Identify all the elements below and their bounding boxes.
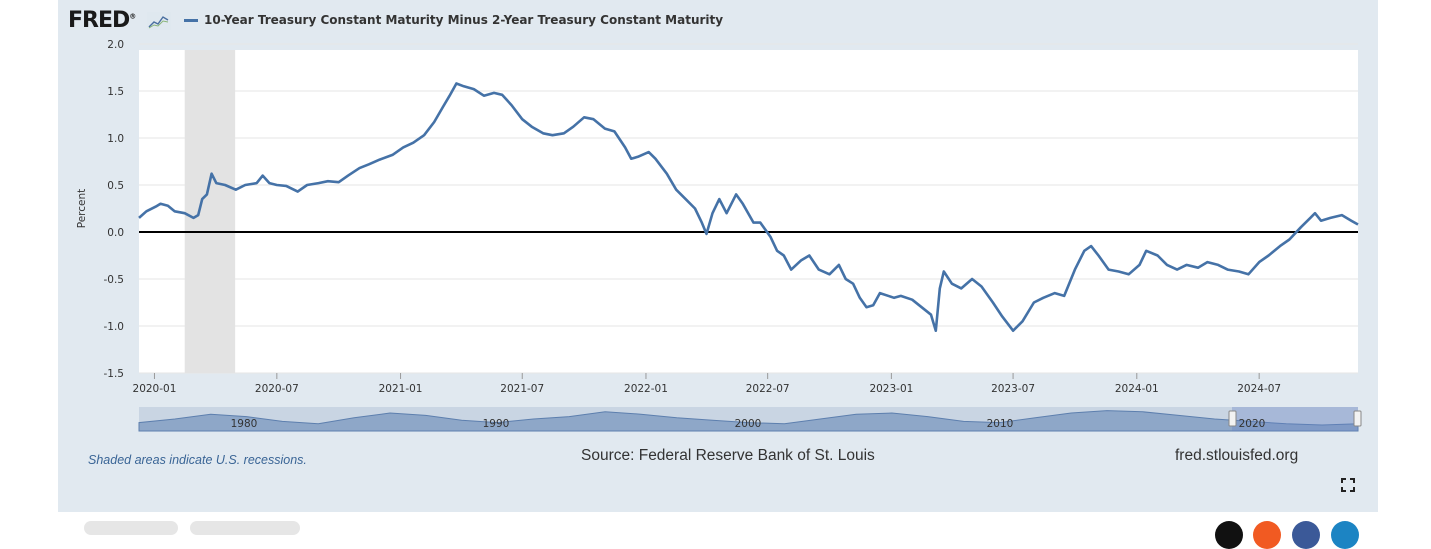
site-link[interactable]: fred.stlouisfed.org [1175,447,1299,464]
y-tick-label: -1.5 [104,368,125,380]
y-tick-label: 0.0 [107,227,124,239]
share-reddit-icon[interactable] [1253,521,1281,549]
x-tick-label: 2024-01 [1115,383,1159,395]
y-tick-label: 1.5 [107,86,124,98]
navigator-year-label: 1980 [231,418,258,430]
recession-note: Shaded areas indicate U.S. recessions. [88,453,307,467]
navigator-year-label: 2010 [987,418,1014,430]
navigator-left-handle[interactable] [1228,410,1237,427]
x-tick-label: 2021-01 [379,383,423,395]
fred-logo[interactable]: FRED® [68,8,136,33]
x-tick-label: 2021-07 [500,383,544,395]
x-tick-label: 2022-07 [746,383,790,395]
y-axis-label: Percent [76,189,88,229]
x-tick-label: 2023-07 [991,383,1035,395]
share-facebook-icon[interactable] [1292,521,1320,549]
series-line [138,82,1359,332]
x-tick-label: 2020-07 [255,383,299,395]
line-chart: 2.0 1.5 1.0 0.5 0.0 -0.5 -1.0 -1.5 2020-01 2020-… [76,39,1362,432]
share-x-icon[interactable] [1215,521,1243,549]
navigator-year-label: 2000 [735,418,762,430]
legend-series-label: 10-Year Treasury Constant Maturity Minus… [204,13,724,27]
fred-logo-chart-icon [147,12,171,30]
source-text: Source: Federal Reserve Bank of St. Loui… [581,447,875,464]
y-tick-label: -1.0 [104,321,125,333]
navigator-right-handle[interactable] [1353,410,1362,427]
fullscreen-icon[interactable] [1341,478,1355,492]
share-linkedin-icon[interactable] [1331,521,1359,549]
x-tick-label: 2023-01 [869,383,913,395]
legend-swatch [184,18,198,22]
chart-legend: 10-Year Treasury Constant Maturity Minus… [184,13,723,27]
navigator-year-label: 1990 [483,418,510,430]
navigator-area [138,410,1359,432]
navigator-selection [1232,407,1358,431]
edit-graph-button[interactable] [84,521,178,535]
range-navigator[interactable]: 1980 1990 2000 2010 2020 [138,407,1362,432]
x-tick-label: 2022-01 [624,383,668,395]
y-tick-label: 2.0 [107,39,124,51]
recession-shade [184,50,236,373]
navigator-year-label: 2020 [1239,418,1266,430]
y-tick-label: 0.5 [107,180,124,192]
x-tick-label: 2024-07 [1237,383,1281,395]
y-tick-label: 1.0 [107,133,124,145]
download-button[interactable] [190,521,300,535]
x-tick-label: 2020-01 [133,383,177,395]
y-tick-label: -0.5 [104,274,125,286]
